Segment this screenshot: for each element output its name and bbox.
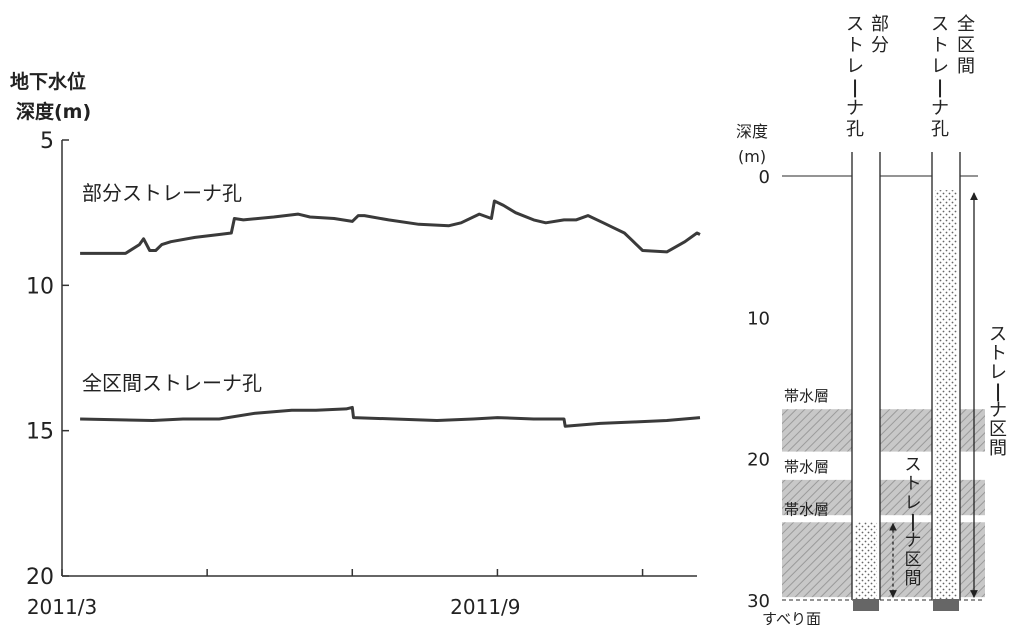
aquifer-band — [880, 409, 932, 452]
aquifer-band — [960, 479, 985, 516]
vertical-char: | — [852, 77, 859, 98]
vertical-char: ス — [905, 455, 922, 475]
vertical-char: レ — [989, 362, 1007, 383]
y-axis-label-line1: 地下水位 — [10, 70, 86, 93]
vertical-char: ナ — [989, 400, 1007, 421]
groundwater-level-chart: 地下水位 深度(m) 5 10 15 20 2011/3 2011/9 部分ストレーナ孔… — [10, 70, 701, 619]
vertical-char: ス — [989, 324, 1007, 345]
vertical-char: | — [937, 77, 944, 98]
vertical-char: 部 — [871, 14, 889, 35]
aquifer-label: 帯水層 — [784, 387, 829, 405]
aquifer-band — [880, 479, 932, 516]
aquifer-label: 帯水層 — [784, 500, 829, 518]
series-lines — [80, 199, 701, 428]
vertical-char: | — [995, 381, 1002, 402]
vertical-char: ト — [846, 35, 864, 56]
vertical-char: 間 — [957, 56, 975, 77]
vertical-char: ト — [989, 343, 1007, 364]
vertical-char: ス — [846, 14, 864, 35]
well2-label-col2: ストレ|ナ孔 — [931, 14, 949, 140]
vertical-char: | — [910, 512, 916, 532]
series-label-partial: 部分ストレーナ孔 — [82, 181, 242, 205]
aquifer-band — [880, 522, 932, 598]
vertical-char: 区 — [957, 35, 975, 56]
screen-interval-arrows — [889, 192, 978, 598]
depth-tick-label: 0 — [759, 167, 770, 188]
aquifer-label: 帯水層 — [784, 458, 829, 476]
vertical-char: 区 — [989, 419, 1007, 440]
aquifer-band — [960, 409, 985, 452]
vertical-char: ナ — [931, 98, 949, 119]
vertical-char: 孔 — [846, 119, 864, 140]
well1-label-col2: ストレ|ナ孔 — [846, 14, 864, 140]
series-line-1 — [80, 405, 701, 428]
depth-tick-label: 30 — [747, 591, 770, 612]
depth-label-line2: (m) — [738, 147, 766, 166]
vertical-char: 間 — [989, 438, 1007, 459]
y-tick-label: 5 — [40, 129, 54, 154]
slip-surface-label: すべり面 — [762, 610, 821, 625]
y-tick-label: 20 — [26, 565, 54, 590]
vertical-char: 全 — [957, 14, 975, 35]
series-line-0 — [80, 199, 701, 255]
well1-label-col1: 部分 — [871, 14, 889, 56]
well2-label-col1: 全区間 — [957, 14, 975, 77]
vertical-char: 間 — [905, 569, 922, 589]
vertical-char: ナ — [846, 98, 864, 119]
full-screen-interval-label: ストレ|ナ区間 — [989, 324, 1007, 459]
vertical-char: 区 — [905, 550, 922, 570]
wells — [851, 146, 961, 611]
well-bottom-plug — [933, 599, 959, 611]
well-screen-section — [855, 522, 877, 600]
vertical-char: 孔 — [931, 119, 949, 140]
vertical-char: レ — [846, 56, 864, 77]
well-bottom-plug — [853, 599, 879, 611]
partial-screen-interval-label: ストレ|ナ区間 — [905, 455, 922, 589]
y-tick-label: 10 — [26, 274, 54, 299]
series-label-full: 全区間ストレーナ孔 — [82, 371, 262, 395]
vertical-char: ト — [905, 474, 922, 494]
x-ticks: 2011/3 2011/9 — [27, 569, 644, 619]
aquifer-band — [782, 479, 852, 516]
vertical-char: ナ — [905, 531, 922, 551]
aquifer-band — [960, 522, 985, 598]
vertical-char: ト — [931, 35, 949, 56]
x-tick-label: 2011/9 — [450, 595, 520, 619]
vertical-char: 分 — [871, 35, 889, 56]
depth-label-line1: 深度 — [736, 122, 768, 141]
y-tick-label: 15 — [26, 420, 54, 445]
aquifer-band — [782, 522, 852, 598]
depth-ticks: 0 10 20 30 — [747, 167, 770, 612]
vertical-char: レ — [905, 493, 922, 513]
y-axis-label-line2: 深度(m) — [16, 100, 91, 123]
vertical-char: レ — [931, 56, 949, 77]
y-ticks: 5 10 15 20 — [26, 129, 69, 590]
aquifer-band — [782, 409, 852, 452]
well-screen-section — [935, 190, 957, 600]
x-tick-label: 2011/3 — [27, 595, 97, 619]
vertical-char: ス — [931, 14, 949, 35]
depth-tick-label: 20 — [747, 450, 770, 471]
depth-tick-label: 10 — [747, 308, 770, 329]
